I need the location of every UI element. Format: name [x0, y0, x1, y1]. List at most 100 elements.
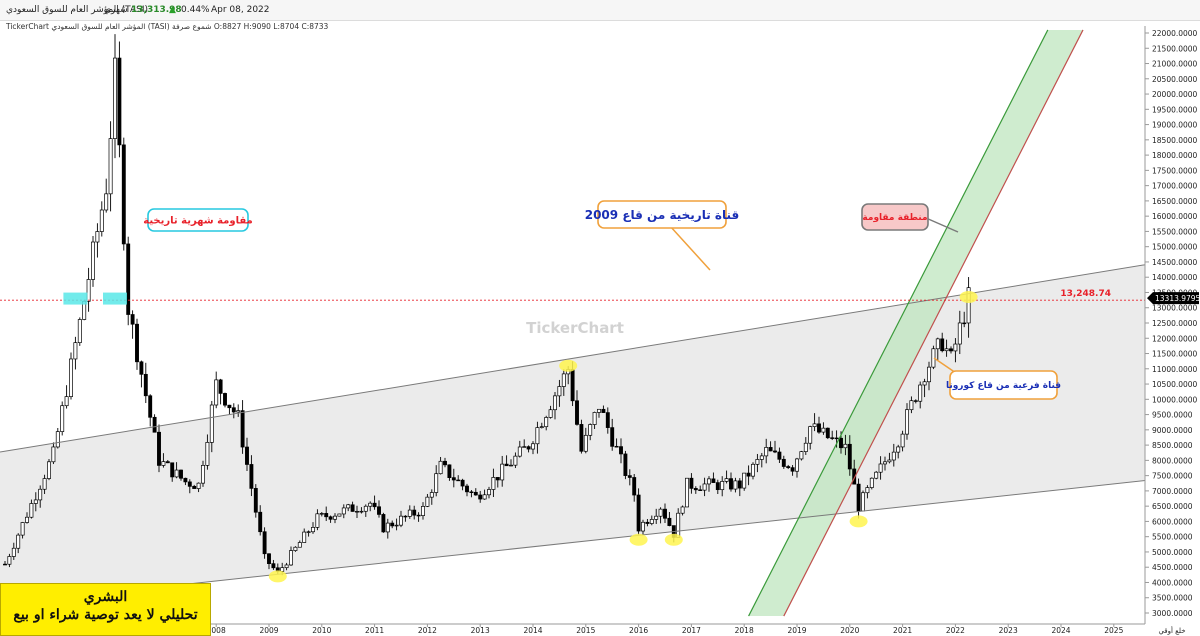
candle-body [416, 514, 421, 517]
time-axis-label: 2025 [1104, 626, 1123, 635]
price-axis-label: 21500.0000 [1152, 44, 1198, 53]
candle-body [522, 446, 527, 448]
candle-body [715, 482, 720, 491]
candle-body [319, 513, 324, 515]
historical-resistance-callout-box[interactable] [147, 208, 249, 232]
price-axis-label: 7000.0000 [1152, 487, 1193, 496]
historical-channel-callout-box[interactable] [597, 200, 727, 229]
candle-body [944, 348, 949, 352]
candle-body [865, 487, 870, 494]
candle-body [737, 480, 742, 489]
candle-body [610, 427, 615, 447]
candle-body [390, 522, 395, 527]
candle-body [302, 531, 307, 543]
candle-body [333, 515, 337, 520]
disclaimer-text: تحليلي لا يعد توصية شراء او بيع [13, 607, 198, 623]
candle-body [355, 510, 359, 513]
candle-body [755, 459, 760, 465]
callout-layer: مقاومة شهرية تاريخية قناة تاريخية من قاع … [143, 200, 1061, 400]
candle-body [935, 338, 940, 350]
candle-body [421, 506, 425, 516]
candle-body [557, 386, 562, 397]
resistance-zone-callout-pointer [925, 217, 959, 233]
change-percent: 0.44% [181, 5, 210, 15]
candle-body [399, 515, 403, 526]
candle-body [99, 209, 104, 232]
candle-body [531, 443, 535, 450]
time-axis-label: 2019 [787, 626, 806, 635]
resistance-zone-callout-box[interactable] [861, 203, 929, 231]
candle-body [535, 427, 540, 445]
instrument-title[interactable]: المؤشر العام للسوق السعودي (TASI) [6, 5, 148, 15]
candle-body [130, 314, 135, 325]
candle-body [359, 510, 364, 513]
date-label: Apr 08, 2022 [211, 5, 270, 15]
candle-body [517, 446, 522, 457]
time-axis-label: 2014 [523, 626, 542, 635]
corona-channel-callout-box[interactable] [949, 370, 1058, 400]
time-axis-label: 2013 [471, 626, 490, 635]
candle-body [874, 471, 879, 479]
candle-body [240, 410, 245, 448]
candle-body [271, 563, 276, 569]
candle-body [601, 408, 606, 413]
candle-body [821, 427, 826, 433]
candle-body [597, 408, 601, 413]
candle-body [249, 464, 254, 489]
candle-body [223, 393, 227, 406]
candle-body [799, 451, 804, 460]
pivot-highlight [849, 515, 868, 528]
candle-body [77, 319, 82, 344]
historical-resistance-callout-text: مقاومة شهرية تاريخية [143, 216, 252, 227]
price-axis-label: 15500.0000 [1152, 227, 1198, 236]
candle-body [209, 404, 214, 443]
candle-body [803, 442, 808, 452]
candle-body [795, 458, 799, 472]
candle-body [927, 366, 931, 383]
candle-body [896, 446, 901, 453]
corona-channel-upper-line[interactable] [748, 29, 1049, 617]
candle-layer [3, 34, 971, 576]
candle-body [869, 477, 874, 488]
candle-body [126, 243, 131, 315]
candle-body [33, 499, 38, 504]
candle-body [368, 502, 373, 507]
candle-body [86, 279, 91, 302]
candle-body [913, 400, 918, 402]
candle-body [3, 563, 7, 566]
price-axis-label: 4000.0000 [1152, 578, 1193, 587]
candle-body [781, 458, 786, 467]
candle-body [363, 505, 368, 512]
pivot-highlight [664, 533, 683, 546]
candle-body [478, 494, 483, 500]
candle-body [174, 469, 179, 478]
time-axis-label: 2020 [840, 626, 859, 635]
interval-label[interactable]: شهري [104, 5, 128, 15]
corona-channel-lower-line[interactable] [783, 29, 1084, 617]
candle-body [561, 373, 566, 387]
candle-body [658, 508, 663, 517]
historical-channel-upper-line[interactable] [0, 264, 1146, 453]
candle-body [592, 412, 597, 425]
candle-body [429, 492, 434, 498]
candle-body [293, 546, 298, 551]
candle-body [861, 492, 865, 512]
candle-body [575, 400, 579, 425]
candle-body [830, 437, 835, 439]
candle-body [707, 478, 711, 485]
candle-body [139, 361, 144, 375]
candle-body [328, 516, 333, 520]
candle-body [267, 553, 271, 564]
candle-body [51, 446, 56, 463]
candle-body [60, 405, 65, 432]
candle-body [394, 524, 399, 527]
candle-body [513, 455, 518, 466]
candle-body [262, 531, 267, 555]
candle-body [786, 466, 791, 468]
time-axis-label: 2018 [735, 626, 754, 635]
candle-body [451, 477, 456, 481]
price-axis-label: 5000.0000 [1152, 548, 1193, 557]
candle-body [548, 409, 553, 418]
candle-body [187, 481, 192, 487]
